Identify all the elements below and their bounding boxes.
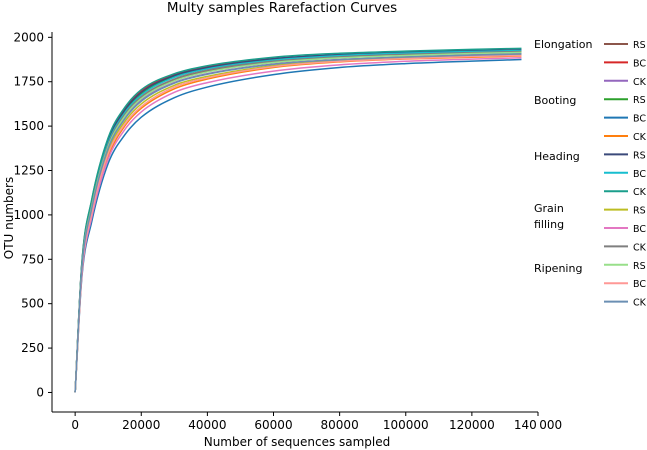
series-line-10: [74, 57, 522, 393]
series-line-4: [74, 58, 522, 393]
series-line-1: [74, 49, 522, 393]
x-tick-label: 100000: [383, 418, 429, 432]
x-tick-label: 80000: [321, 418, 359, 432]
y-tick-label: 750: [21, 252, 44, 266]
legend-label-13: BC: [633, 279, 646, 290]
series-line-8: [74, 47, 522, 393]
legend-label-3: RS: [633, 95, 646, 106]
legend: RS BC CK RS BC CK RS BC CK RS BC CK RS BC CK Elongation…: [534, 38, 647, 309]
x-tick-label: 140 000: [514, 418, 562, 432]
legend-label-6: RS: [633, 150, 646, 161]
x-tick-label: 60000: [254, 418, 292, 432]
y-tick-label: 500: [21, 297, 44, 311]
legend-label-7: BC: [633, 169, 646, 180]
legend-label-2: CK: [633, 77, 647, 88]
x-tick-label: 40000: [188, 418, 226, 432]
legend-label-5: CK: [633, 132, 647, 143]
y-tick-label: 1500: [13, 119, 44, 133]
legend-label-11: CK: [633, 242, 647, 253]
legend-label-1: BC: [633, 58, 646, 69]
chart-title: Multy samples Rarefaction Curves: [167, 0, 397, 16]
legend-label-0: RS: [633, 40, 646, 51]
y-tick-label: 2000: [13, 30, 44, 44]
series-line-7: [74, 49, 522, 393]
y-tick-label: 1250: [13, 164, 44, 178]
y-tick-label: 1750: [13, 75, 44, 89]
legend-group-label: Grain: [534, 202, 564, 215]
plot-lines: [74, 47, 522, 393]
legend-label-9: RS: [633, 206, 646, 217]
x-axis-label: Number of sequences sampled: [204, 435, 391, 449]
series-line-13: [74, 54, 522, 393]
legend-group-label: filling: [534, 218, 564, 231]
x-tick-label: 120000: [449, 418, 495, 432]
legend-group-label: Heading: [534, 150, 580, 163]
y-tick-label: 1000: [13, 208, 44, 222]
legend-label-10: BC: [633, 224, 646, 235]
legend-label-12: RS: [633, 261, 646, 272]
legend-group-label: Booting: [534, 94, 576, 107]
legend-group-label: Ripening: [534, 262, 582, 275]
legend-label-4: BC: [633, 114, 646, 125]
legend-label-14: CK: [633, 298, 647, 309]
x-tick-label: 0: [71, 418, 79, 432]
y-tick-label: 250: [21, 341, 44, 355]
x-tick-label: 20000: [122, 418, 160, 432]
legend-group-label: Elongation: [534, 38, 593, 51]
y-tick-label: 0: [36, 385, 44, 399]
y-axis-label: OTU numbers: [2, 177, 16, 259]
legend-label-8: CK: [633, 187, 647, 198]
series-line-14: [74, 53, 522, 393]
